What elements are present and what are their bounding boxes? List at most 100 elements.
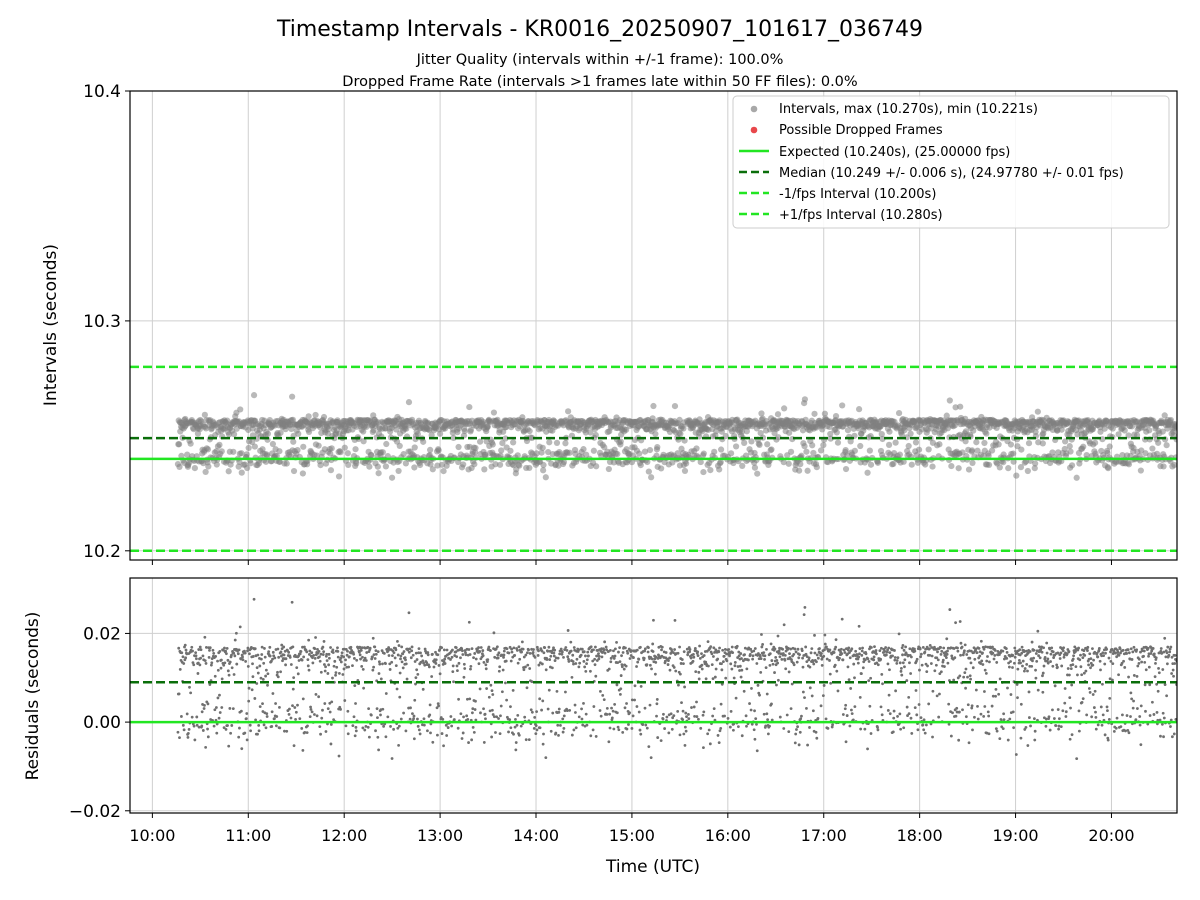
- residual-point: [330, 700, 334, 704]
- residual-point: [557, 733, 560, 737]
- residual-point: [491, 693, 495, 696]
- residual-point: [467, 620, 471, 624]
- interval-point: [1163, 442, 1170, 449]
- residual-point: [907, 712, 911, 716]
- residual-point: [473, 652, 477, 655]
- interval-point: [700, 468, 707, 476]
- residual-point: [714, 667, 718, 671]
- interval-point: [722, 432, 729, 440]
- residual-point: [359, 657, 362, 661]
- residual-point: [970, 706, 974, 710]
- residual-point: [291, 704, 294, 708]
- residual-point: [586, 650, 590, 654]
- residual-point: [857, 624, 861, 628]
- residual-point: [897, 632, 901, 636]
- residual-point: [176, 730, 180, 734]
- residual-point: [1049, 660, 1052, 663]
- residual-point: [982, 714, 986, 718]
- residual-point: [908, 661, 911, 665]
- residual-point: [572, 662, 575, 666]
- residual-point: [486, 658, 490, 662]
- residual-point: [323, 663, 326, 666]
- residual-point: [1060, 664, 1064, 668]
- interval-point: [405, 399, 413, 406]
- residual-point: [843, 707, 847, 711]
- residual-point: [939, 646, 942, 649]
- residual-point: [720, 682, 724, 686]
- residual-point: [668, 668, 672, 672]
- interval-point: [711, 448, 718, 455]
- residual-point: [245, 712, 249, 715]
- residual-point: [667, 659, 670, 663]
- residual-point: [226, 724, 229, 727]
- residual-point: [401, 652, 405, 656]
- residual-point: [251, 655, 255, 658]
- residual-point: [199, 656, 203, 660]
- residual-point: [446, 726, 450, 729]
- residual-point: [696, 650, 700, 654]
- residual-point: [487, 645, 491, 649]
- residual-point: [716, 657, 720, 661]
- residual-point: [310, 651, 314, 655]
- residual-point: [679, 662, 683, 665]
- residual-point: [326, 672, 330, 675]
- residual-point: [727, 648, 731, 651]
- residual-point: [392, 651, 396, 655]
- residual-point: [452, 680, 455, 684]
- residual-point: [245, 738, 249, 742]
- residual-point: [268, 645, 272, 649]
- residual-point: [195, 723, 199, 727]
- residual-point: [616, 661, 620, 665]
- residual-point: [473, 708, 477, 711]
- residual-point: [600, 655, 604, 659]
- residual-point: [957, 738, 961, 742]
- residual-point: [692, 705, 696, 709]
- residual-point: [243, 731, 247, 735]
- interval-point: [360, 438, 367, 445]
- residual-point: [711, 677, 715, 681]
- residual-point: [331, 648, 335, 652]
- interval-point: [874, 459, 882, 466]
- residual-point: [619, 674, 623, 677]
- residual-point: [880, 713, 884, 717]
- residual-point: [1053, 684, 1057, 688]
- residual-point: [933, 669, 937, 673]
- residual-point: [599, 690, 602, 693]
- residual-point: [231, 707, 235, 711]
- residual-point: [1061, 649, 1065, 653]
- residual-point: [540, 649, 544, 653]
- residual-point: [987, 714, 991, 718]
- residual-point: [190, 645, 194, 649]
- residual-point: [1054, 724, 1058, 728]
- residual-point: [483, 712, 487, 716]
- residual-point: [771, 662, 775, 666]
- residual-point: [481, 649, 485, 652]
- residual-point: [780, 657, 784, 661]
- residual-point: [869, 676, 873, 680]
- residual-point: [729, 662, 733, 666]
- interval-point: [337, 449, 344, 456]
- residual-point: [799, 717, 803, 721]
- residual-point: [368, 646, 372, 650]
- interval-point: [400, 451, 407, 458]
- residual-point: [397, 724, 401, 728]
- interval-point: [202, 468, 209, 476]
- residual-point: [296, 672, 300, 676]
- residual-point: [335, 665, 339, 669]
- interval-point: [929, 463, 936, 470]
- residual-point: [1043, 655, 1047, 659]
- residual-point: [687, 712, 690, 716]
- residual-point: [381, 707, 385, 711]
- residuals-points: [176, 597, 1177, 761]
- residual-point: [358, 653, 362, 657]
- residual-point: [605, 648, 608, 652]
- interval-point: [915, 446, 923, 453]
- residual-point: [940, 649, 944, 653]
- residual-point: [697, 677, 701, 681]
- interval-point: [1130, 444, 1137, 451]
- residual-point: [873, 645, 876, 649]
- residual-point: [616, 725, 620, 729]
- residual-point: [482, 660, 486, 664]
- residual-point: [390, 757, 394, 760]
- residual-point: [1023, 728, 1027, 731]
